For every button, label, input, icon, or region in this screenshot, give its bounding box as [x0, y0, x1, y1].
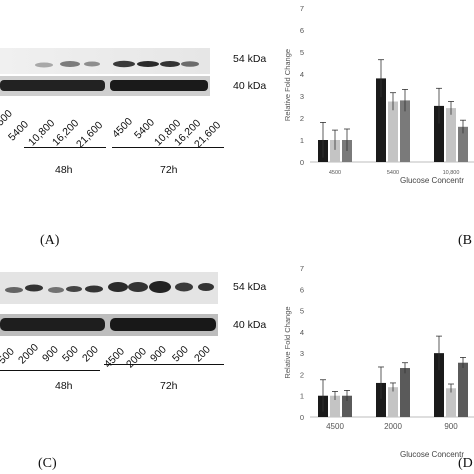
y-tick-label: 5 — [300, 48, 304, 57]
blot-c-band — [85, 285, 103, 293]
bar-chart-d: 0 1 2 3 4 5 6 7 Relative Fold Change 4500 2000 900 G… — [283, 264, 474, 459]
panel-label-c: (C) — [38, 456, 57, 471]
x-tick-label: 10,800 — [443, 170, 460, 176]
x-tick-label: 900 — [444, 422, 458, 431]
blot-c-lane-label: 2000 — [16, 341, 42, 367]
blot-a-time-48h: 48h — [55, 164, 73, 176]
blot-a-band — [137, 61, 159, 67]
blot-c-lane-label: 500 — [0, 345, 17, 367]
bar — [400, 368, 410, 417]
bar — [434, 353, 444, 417]
y-tick-label: 7 — [300, 4, 304, 13]
blot-c-band — [66, 286, 82, 292]
blot-c-lane-label: 500 — [60, 343, 81, 365]
y-tick-label: 1 — [300, 392, 304, 401]
bar — [388, 387, 398, 417]
blot-c-48h-bracket — [0, 370, 100, 372]
blot-c-loading-band — [110, 318, 216, 331]
panel-label-d: (D — [458, 456, 473, 471]
blot-c-band — [198, 283, 214, 291]
x-axis-label: Glucose Concentr — [400, 176, 464, 185]
x-axis-label: Glucose Concentr — [400, 450, 464, 459]
blot-a-lane-label: 4500 — [110, 115, 136, 141]
bar — [330, 395, 340, 417]
blot-c-band — [128, 282, 148, 292]
bar — [400, 100, 410, 162]
blot-c — [0, 272, 218, 336]
blot-a-lane-label: 500 — [0, 107, 15, 129]
blot-a-band — [35, 62, 53, 68]
blot-c-band — [5, 287, 23, 293]
y-tick-label: 0 — [300, 413, 304, 422]
blot-c-72h-bracket — [104, 364, 224, 366]
y-tick-label: 6 — [300, 26, 304, 35]
bar — [376, 382, 386, 417]
panel-label-b: (B — [458, 233, 472, 248]
blot-c-band — [108, 282, 128, 292]
blot-c-band — [149, 281, 171, 293]
bar — [458, 126, 468, 162]
blot-a-band — [160, 61, 180, 67]
blot-a-time-72h: 72h — [160, 164, 178, 176]
blot-a-marker-40: 40 kDa — [233, 80, 267, 92]
y-tick-label: 2 — [300, 370, 304, 379]
bar-chart-b: 0 1 2 3 4 5 6 7 Relative Fold Change 4500 5400 10,8… — [283, 4, 474, 185]
blot-c-marker-54: 54 kDa — [233, 281, 267, 293]
panel-label-a: (A) — [40, 233, 60, 248]
blot-c-lane-label: 4500 — [102, 345, 128, 371]
x-tick-label: 4500 — [329, 170, 341, 176]
x-tick-label: 2000 — [384, 422, 402, 431]
blot-a-marker-54: 54 kDa — [233, 53, 267, 65]
y-axis-label: Relative Fold Change — [283, 49, 292, 121]
bar — [434, 105, 444, 162]
blot-c-band — [25, 284, 43, 292]
blot-a-band — [60, 61, 80, 67]
blot-c-lane-label: 500 — [170, 343, 191, 365]
blot-c-time-72h: 72h — [160, 380, 178, 392]
blot-c-lane-label: 200 — [80, 343, 101, 365]
blot-c-time-48h: 48h — [55, 380, 73, 392]
y-tick-label: 4 — [300, 70, 304, 79]
y-tick-label: 2 — [300, 114, 304, 123]
blot-c-band — [175, 282, 193, 292]
blot-a-loading-band — [110, 80, 208, 91]
blot-a-loading-band — [0, 80, 105, 91]
y-tick-label: 3 — [300, 92, 304, 101]
bar — [446, 108, 456, 162]
y-axis-label: Relative Fold Change — [283, 306, 292, 378]
y-tick-label: 6 — [300, 285, 304, 294]
blot-c-loading-band — [0, 318, 105, 331]
bar — [342, 395, 352, 417]
blot-a-band — [113, 60, 135, 68]
blot-c-band — [48, 287, 64, 293]
blot-c-lane-label: 2000 — [124, 345, 150, 371]
blot-c-lane-label: 900 — [148, 343, 169, 365]
y-tick-label: 5 — [300, 307, 304, 316]
blot-c-lane-label: 200 — [192, 343, 213, 365]
blot-a-72h-bracket — [112, 147, 224, 149]
x-tick-label: 5400 — [387, 170, 399, 176]
bar — [458, 362, 468, 417]
blot-a-lane-label: 10,800 — [26, 117, 58, 149]
bar — [330, 140, 340, 162]
y-tick-label: 1 — [300, 136, 304, 145]
bar — [446, 388, 456, 417]
y-tick-label: 0 — [300, 158, 304, 167]
blot-c-marker-40: 40 kDa — [233, 319, 267, 331]
blot-a — [0, 48, 210, 96]
bar — [388, 101, 398, 162]
blot-c-lane-label: 900 — [40, 343, 61, 365]
blot-a-band — [181, 61, 199, 67]
y-tick-label: 7 — [300, 264, 304, 273]
y-tick-label: 4 — [300, 328, 304, 337]
blot-a-upper-strip — [0, 48, 210, 74]
blot-a-band — [84, 61, 100, 67]
blot-a-48h-bracket — [24, 147, 106, 149]
bar — [376, 78, 386, 162]
y-tick-label: 3 — [300, 349, 304, 358]
x-tick-label: 4500 — [326, 422, 344, 431]
